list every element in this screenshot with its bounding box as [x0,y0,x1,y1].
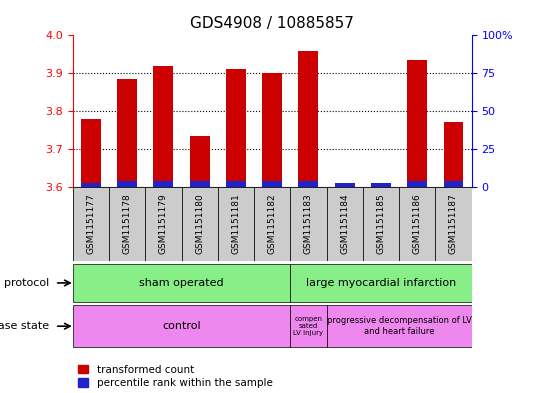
Bar [291,305,327,347]
Bar [81,119,101,187]
Bar [146,187,182,261]
Bar [154,66,174,187]
Text: compen
sated
LV injury: compen sated LV injury [293,316,323,336]
Bar [81,183,101,187]
Text: GSM1151182: GSM1151182 [268,194,277,254]
Bar [190,136,210,187]
Legend: transformed count, percentile rank within the sample: transformed count, percentile rank withi… [78,365,273,388]
Text: disease state: disease state [0,321,49,331]
Text: GSM1151180: GSM1151180 [195,194,204,254]
Bar [154,181,174,187]
Bar [327,305,472,347]
Text: control: control [162,321,201,331]
Bar [262,73,282,187]
Text: large myocardial infarction: large myocardial infarction [306,278,456,288]
Bar [182,187,218,261]
Bar [73,187,109,261]
Bar [407,181,427,187]
Text: GSM1151185: GSM1151185 [376,194,385,254]
Bar [327,187,363,261]
Bar [226,182,246,187]
Bar [291,263,472,303]
Bar [299,181,319,187]
Bar [73,263,291,303]
Bar [218,187,254,261]
Bar [254,187,291,261]
Bar [371,183,391,187]
Bar [407,60,427,187]
Text: GSM1151186: GSM1151186 [413,194,421,254]
Text: GSM1151178: GSM1151178 [123,194,132,254]
Text: GSM1151187: GSM1151187 [449,194,458,254]
Text: protocol: protocol [4,278,49,288]
Bar [444,182,464,187]
Bar [436,187,472,261]
Bar [299,50,319,187]
Bar [363,187,399,261]
Text: GSM1151184: GSM1151184 [340,194,349,254]
Bar [190,182,210,187]
Bar [291,187,327,261]
Title: GDS4908 / 10885857: GDS4908 / 10885857 [190,17,354,31]
Bar [226,70,246,187]
Bar [371,186,391,187]
Text: GSM1151179: GSM1151179 [159,194,168,254]
Bar [117,79,137,187]
Bar [117,181,137,187]
Text: GSM1151177: GSM1151177 [86,194,95,254]
Bar [335,186,355,187]
Text: sham operated: sham operated [139,278,224,288]
Bar [335,183,355,187]
Bar [444,122,464,187]
Bar [73,305,291,347]
Text: GSM1151181: GSM1151181 [231,194,240,254]
Text: progressive decompensation of LV
and heart failure: progressive decompensation of LV and hea… [327,316,472,336]
Bar [399,187,436,261]
Text: GSM1151183: GSM1151183 [304,194,313,254]
Bar [262,181,282,187]
Bar [109,187,146,261]
